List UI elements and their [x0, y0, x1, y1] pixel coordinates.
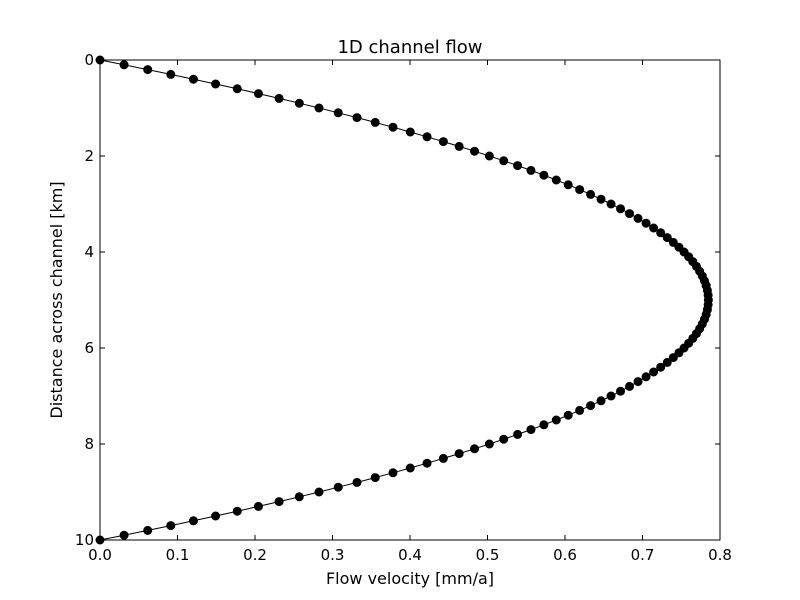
- y-tick-label: 2: [84, 147, 94, 165]
- data-point: [656, 228, 666, 238]
- data-point: [422, 132, 432, 142]
- x-tick-label: 0.4: [398, 546, 422, 564]
- data-point: [551, 175, 561, 185]
- data-point: [499, 434, 509, 444]
- data-point: [641, 218, 651, 228]
- data-point: [616, 386, 626, 396]
- data-point: [294, 492, 304, 502]
- data-point: [370, 473, 380, 483]
- data-point: [662, 233, 672, 243]
- data-point: [438, 137, 448, 147]
- data-point: [616, 204, 626, 214]
- data-point: [454, 449, 464, 459]
- data-point: [188, 516, 198, 526]
- data-point: [499, 156, 509, 166]
- data-point: [294, 98, 304, 108]
- data-point: [539, 170, 549, 180]
- data-point: [625, 209, 635, 219]
- data-point: [575, 185, 585, 195]
- data-point: [352, 477, 362, 487]
- data-point: [232, 506, 242, 516]
- data-point: [470, 146, 480, 156]
- data-point: [405, 127, 415, 137]
- data-point: [274, 497, 284, 507]
- data-point: [143, 65, 153, 75]
- y-tick-label: 4: [84, 243, 94, 261]
- data-point: [625, 381, 635, 391]
- data-point: [166, 69, 176, 79]
- data-point: [551, 415, 561, 425]
- y-axis: 0 2 4 6 8 10: [75, 51, 720, 549]
- data-point: [388, 468, 398, 478]
- data-point: [649, 223, 659, 233]
- data-point: [633, 213, 643, 223]
- data-point: [405, 463, 415, 473]
- data-point: [232, 84, 242, 94]
- x-axis: 0.0 0.1 0.2 0.3 0.4 0.5 0.6 0.7 0.8: [88, 60, 732, 564]
- data-point: [633, 377, 643, 387]
- data-point: [314, 487, 324, 497]
- x-tick-label: 0.6: [553, 546, 577, 564]
- data-point: [333, 482, 343, 492]
- data-point: [641, 372, 651, 382]
- data-point: [119, 60, 129, 70]
- y-axis-label: Distance across channel [km]: [47, 181, 66, 418]
- data-point: [662, 357, 672, 367]
- data-point: [388, 122, 398, 132]
- data-point: [166, 521, 176, 531]
- data-point: [586, 189, 596, 199]
- x-tick-label: 0.1: [166, 546, 190, 564]
- data-point: [596, 396, 606, 406]
- data-point: [586, 401, 596, 411]
- data-point: [274, 93, 284, 103]
- data-point: [211, 511, 221, 521]
- data-point: [422, 458, 432, 468]
- data-point: [563, 410, 573, 420]
- data-point: [575, 405, 585, 415]
- data-point: [454, 141, 464, 151]
- x-tick-label: 0.3: [321, 546, 345, 564]
- data-point: [253, 501, 263, 511]
- plot-area: [95, 55, 713, 545]
- chart-title: 1D channel flow: [337, 37, 482, 58]
- data-point: [539, 420, 549, 430]
- data-point: [526, 425, 536, 435]
- data-point: [606, 199, 616, 209]
- data-point: [253, 89, 263, 99]
- data-point: [656, 362, 666, 372]
- x-axis-label: Flow velocity [mm/a]: [326, 569, 494, 588]
- data-point: [370, 117, 380, 127]
- data-point: [333, 108, 343, 118]
- y-tick-label: 10: [75, 531, 94, 549]
- data-point: [352, 113, 362, 123]
- y-tick-label: 6: [84, 339, 94, 357]
- data-point: [563, 180, 573, 190]
- x-tick-label: 0.7: [631, 546, 655, 564]
- data-point: [470, 444, 480, 454]
- data-point: [188, 74, 198, 84]
- data-point: [143, 525, 153, 535]
- data-point: [649, 367, 659, 377]
- data-point: [484, 439, 494, 449]
- data-point: [438, 453, 448, 463]
- data-point: [526, 165, 536, 175]
- x-tick-label: 0.8: [708, 546, 732, 564]
- x-tick-label: 0.2: [243, 546, 267, 564]
- y-tick-label: 0: [84, 51, 94, 69]
- data-point: [119, 530, 129, 540]
- data-point: [513, 161, 523, 171]
- data-point: [513, 429, 523, 439]
- series-line: [99, 59, 709, 541]
- data-point: [668, 353, 678, 363]
- data-point: [484, 151, 494, 161]
- x-tick-label: 0.5: [476, 546, 500, 564]
- data-point: [211, 79, 221, 89]
- data-point: [606, 391, 616, 401]
- y-tick-label: 8: [84, 435, 94, 453]
- data-point: [596, 194, 606, 204]
- data-point: [314, 103, 324, 113]
- x-tick-label: 0.0: [88, 546, 112, 564]
